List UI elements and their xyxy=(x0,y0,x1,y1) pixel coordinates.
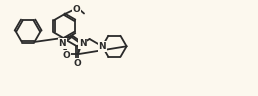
Text: O: O xyxy=(63,51,70,60)
Text: N: N xyxy=(79,39,86,48)
Text: N: N xyxy=(99,42,106,51)
Text: O: O xyxy=(73,59,81,68)
Text: O: O xyxy=(73,5,80,14)
Text: N: N xyxy=(58,39,66,48)
